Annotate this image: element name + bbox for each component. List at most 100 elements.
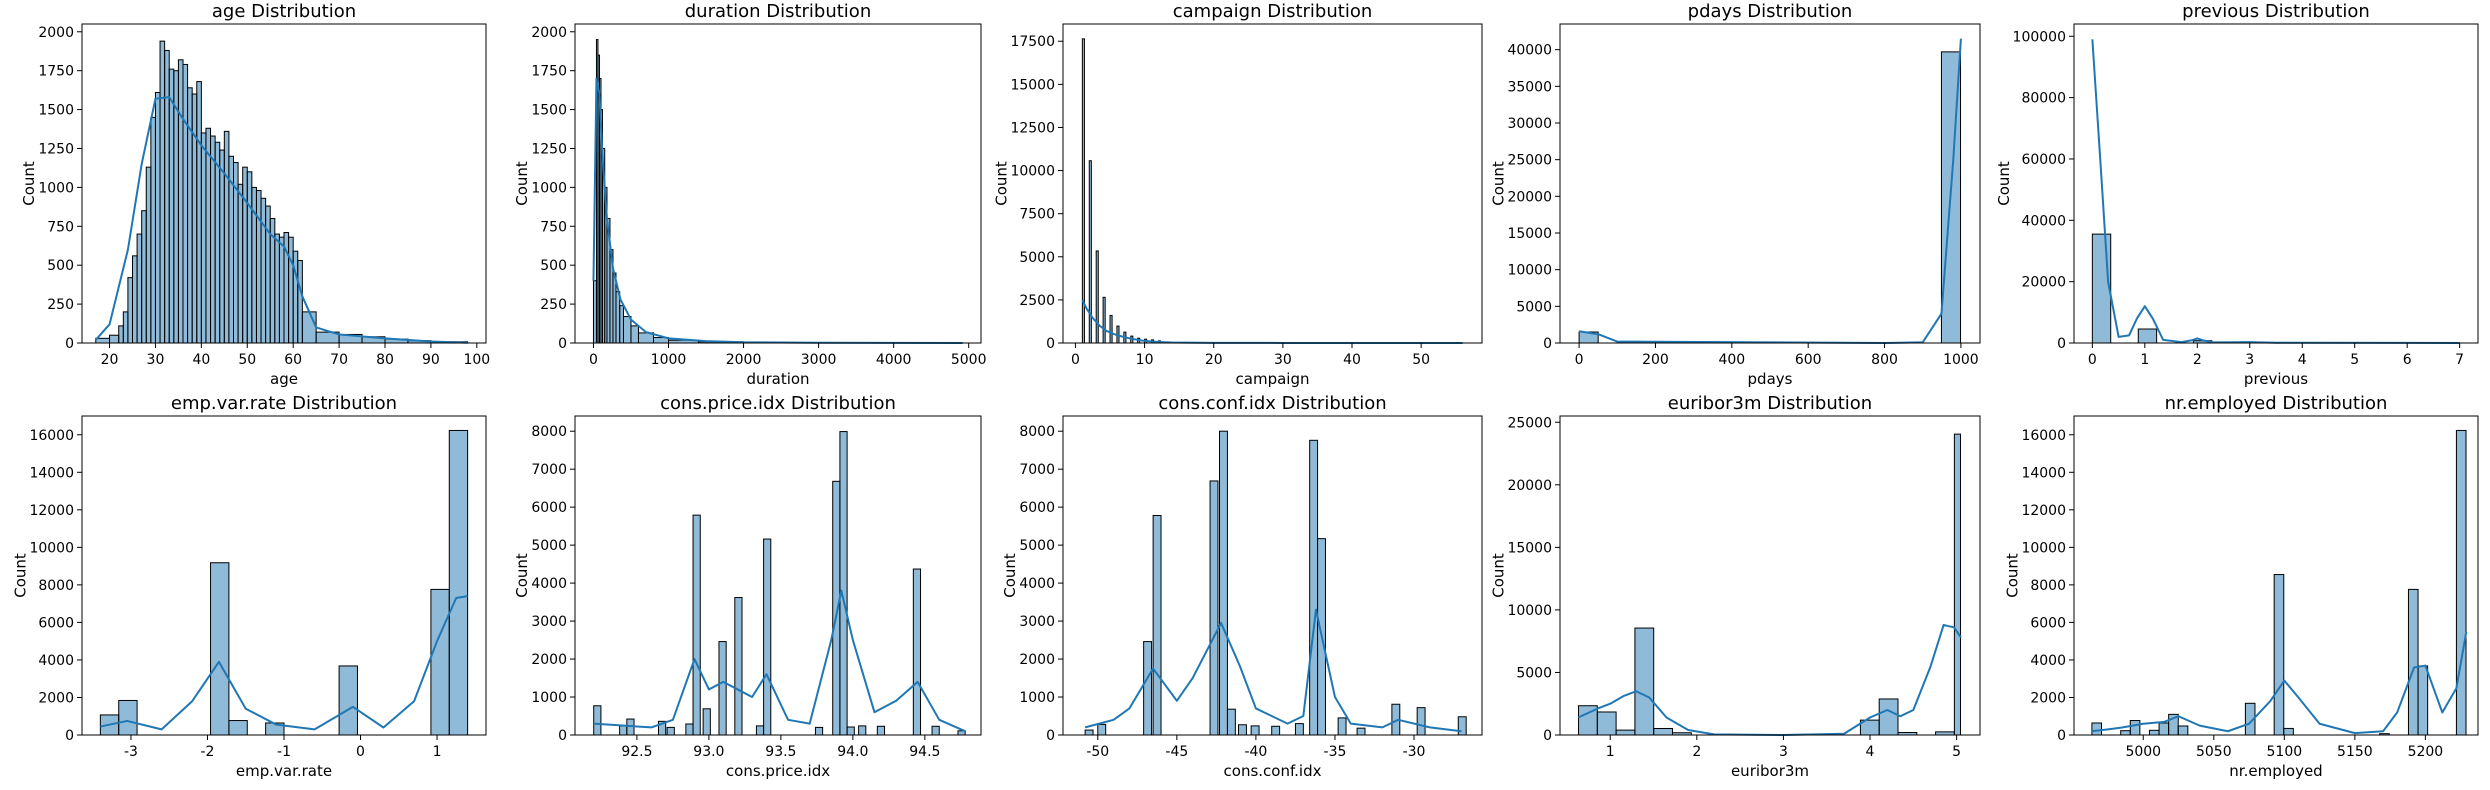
y-tick-label: 0 (1543, 336, 1552, 352)
x-tick-label: 20 (1205, 352, 1223, 368)
kde-line (1084, 608, 1462, 733)
histogram-bar (619, 725, 628, 736)
x-tick-label: 5 (2350, 352, 2359, 368)
subplot: 5000 5050 5100 5150 5200 0 2000 4000 6000 8000 100… (2004, 393, 2479, 780)
y-tick-label: 8000 (2030, 578, 2066, 594)
y-axis-label: Count (1490, 161, 1508, 206)
y-tick-label: 5000 (1516, 665, 1552, 681)
x-tick-label: 1 (1606, 744, 1615, 760)
histogram-bar (1152, 515, 1162, 736)
histogram-bar (685, 723, 694, 736)
y-axis-label: Count (12, 553, 30, 598)
x-tick-label: 50 (1412, 352, 1430, 368)
histogram-bar (1143, 641, 1153, 736)
histogram-bar (338, 665, 358, 736)
histogram-bar (832, 480, 841, 736)
histogram-bar (2417, 665, 2429, 736)
y-tick-label: 1000 (1019, 690, 1055, 706)
histogram-bar (1337, 717, 1347, 736)
histogram-bar (255, 190, 262, 344)
x-tick-label: 5 (1952, 744, 1961, 760)
histogram-bar (200, 132, 207, 344)
histogram-bar (159, 40, 166, 344)
histogram-bar (278, 236, 285, 344)
y-tick-label: 2000 (38, 25, 74, 41)
y-tick-label: 2500 (1019, 293, 1055, 309)
x-tick-label: 2 (2193, 352, 2202, 368)
subplot: 0 1000 2000 3000 4000 5000 0 250 500 750 1000 1250 1… (513, 1, 987, 388)
axes-frame (1062, 415, 1483, 736)
subplot: 0 200 400 600 800 100005000100001500020000250… (1490, 1, 1981, 388)
subplot: -50 -45 -40 -35 -30 0 1000 2000 3000 4000 5000 6000… (1001, 393, 1483, 780)
x-tick-label: 5150 (2337, 744, 2373, 760)
x-tick-label: 2000 (726, 352, 762, 368)
x-axis-label: previous (2244, 370, 2308, 388)
histogram-bar (2091, 233, 2112, 344)
subplot: 0 10 20 30 40 50 0 2500 5000 7500 10000 12500 15000 1… (993, 1, 1483, 388)
x-tick-label: 5050 (2196, 744, 2232, 760)
x-tick-label: 94.0 (837, 744, 868, 760)
x-tick-label: 5200 (2408, 744, 2444, 760)
histogram-bar (288, 236, 294, 344)
y-tick-label: 250 (540, 297, 567, 313)
subplot: -3 -2 -1 0 1 0 2000 4000 6000 8000 10000 12000 14000… (12, 393, 487, 780)
y-tick-label: 25000 (1507, 415, 1552, 431)
x-tick-label: 400 (1718, 352, 1745, 368)
y-tick-label: 12000 (2021, 503, 2066, 519)
x-tick-label: 0 (1575, 352, 1584, 368)
axes-frame (1559, 23, 1981, 344)
x-tick-label: 600 (1795, 352, 1822, 368)
x-tick-label: -40 (1244, 744, 1267, 760)
histogram-bar (246, 171, 253, 344)
y-tick-label: 6000 (2030, 615, 2066, 631)
axes-frame (2073, 415, 2479, 736)
histogram-bar (297, 260, 303, 344)
histogram-bar (1596, 711, 1617, 736)
histogram-bar (118, 325, 124, 344)
chart-title: cons.conf.idx Distribution (1158, 393, 1386, 414)
y-tick-label: 0 (558, 728, 567, 744)
histogram-bar (1226, 708, 1236, 736)
histogram-bar (196, 81, 202, 344)
histogram-bar (858, 725, 867, 736)
chart-title: euribor3m Distribution (1668, 393, 1872, 414)
x-tick-label: 5000 (951, 352, 987, 368)
kde-line (100, 595, 468, 731)
subplot: 20 30 40 50 60 70 80 90 100025050075010001250150… (20, 1, 490, 388)
histogram-bar (2137, 328, 2158, 344)
y-tick-label: 100000 (2013, 29, 2066, 45)
y-tick-label: 1250 (531, 141, 567, 157)
y-tick-label: 0 (2057, 728, 2066, 744)
histogram-bar (2273, 574, 2285, 736)
y-tick-label: 1000 (531, 690, 567, 706)
histogram-bar (692, 514, 701, 736)
histogram-bar (619, 305, 624, 344)
axes-frame (574, 415, 982, 736)
x-tick-label: 800 (1871, 352, 1898, 368)
y-tick-label: 8000 (1019, 424, 1055, 440)
y-tick-label: 0 (1046, 336, 1055, 352)
y-axis-label: Count (2004, 553, 2022, 598)
x-axis-label: campaign (1236, 370, 1310, 388)
histogram-bar (141, 210, 147, 344)
y-tick-label: 5000 (1019, 250, 1055, 266)
y-tick-label: 0 (2057, 336, 2066, 352)
histogram-bar (150, 116, 156, 344)
x-tick-label: -3 (124, 744, 138, 760)
axes-frame (81, 415, 487, 736)
histogram-bar (132, 255, 138, 344)
x-tick-label: 3000 (801, 352, 837, 368)
x-tick-label: 7 (2455, 352, 2464, 368)
y-tick-label: 3000 (1019, 614, 1055, 630)
y-tick-label: 60000 (2021, 152, 2066, 168)
kde-line (95, 96, 468, 344)
histogram-bar (2177, 725, 2189, 736)
histogram-bar (228, 720, 248, 736)
histogram-bar (177, 59, 184, 344)
chart-title: nr.employed Distribution (2165, 393, 2388, 414)
histogram-bar (205, 127, 212, 344)
histogram-bar (1238, 724, 1247, 736)
y-tick-label: 14000 (29, 465, 74, 481)
y-tick-label: 7000 (1019, 462, 1055, 478)
kde-line (593, 589, 966, 733)
